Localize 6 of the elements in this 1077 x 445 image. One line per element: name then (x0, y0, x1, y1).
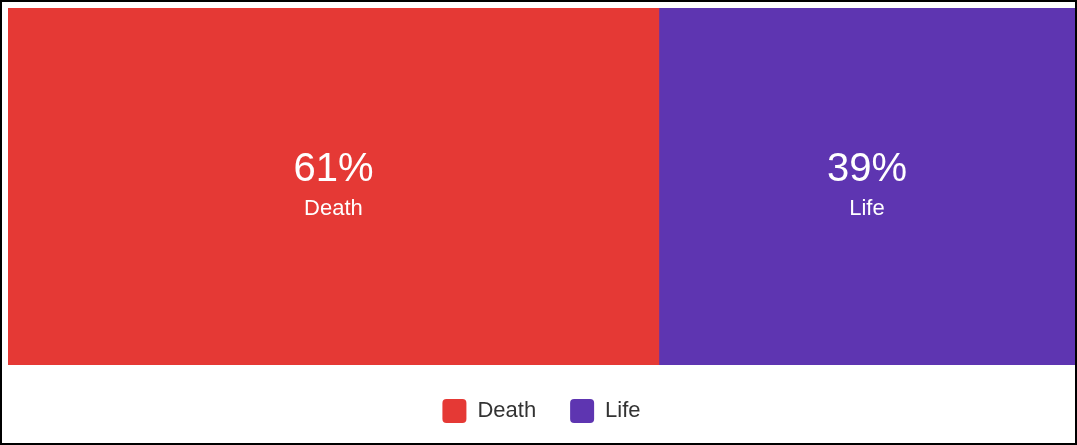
data-label: 61% (293, 144, 374, 189)
legend-label: Death (477, 397, 537, 423)
text: Life (849, 194, 885, 220)
text: Death (304, 194, 363, 220)
data-label: 39% (826, 144, 907, 189)
legend-label: Life (605, 397, 641, 423)
